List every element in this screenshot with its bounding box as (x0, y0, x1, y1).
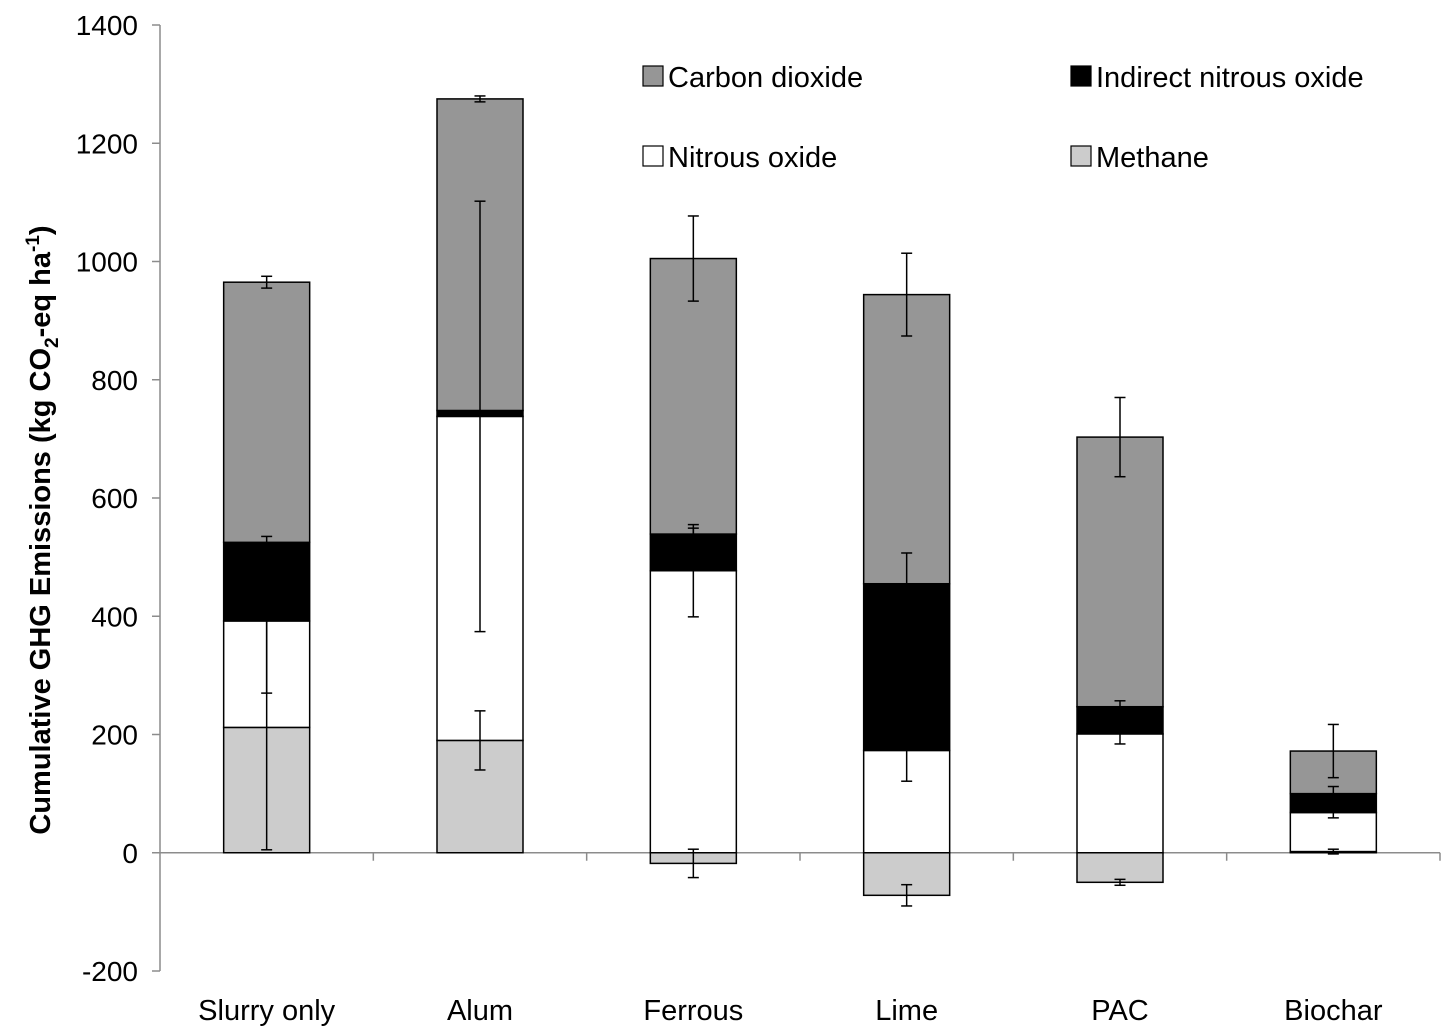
legend-swatch (642, 145, 664, 167)
legend-label: Carbon dioxide (668, 62, 863, 94)
legend-label: Nitrous oxide (668, 142, 837, 174)
legend-swatch (1070, 65, 1092, 87)
bar-segment-methane (1076, 852, 1164, 884)
bar-segment-carbon-dioxide (649, 257, 738, 535)
x-tick-label: Alum (447, 995, 513, 1027)
error-bars (261, 95, 1339, 907)
legend-swatch (1070, 145, 1092, 167)
tick-labels: -200 0 200 400 600 800 1000 1200 1400 Slurry only… (76, 10, 1383, 1027)
x-tick-label: Ferrous (643, 995, 743, 1027)
y-tick-label: 200 (91, 720, 138, 751)
legend-swatch (642, 65, 664, 87)
bars (222, 98, 1378, 897)
bar-segment-nitrous-oxide (1076, 733, 1164, 854)
x-tick-label: Slurry only (198, 995, 335, 1027)
bar-segment-nitrous-oxide (1289, 811, 1378, 853)
legend-label: Methane (1096, 142, 1209, 174)
y-tick-label: -200 (82, 956, 138, 987)
x-tick-label: Lime (875, 995, 938, 1027)
x-tick-label: Biochar (1284, 995, 1383, 1027)
y-axis-title: Cumulative GHG Emissions (kg CO2-eq ha-1… (23, 225, 63, 834)
y-tick-label: 800 (91, 365, 138, 396)
y-tick-label: 1000 (76, 247, 138, 278)
y-tick-label: 1400 (76, 10, 138, 41)
legend: Carbon dioxide Indirect nitrous oxide Nitr… (642, 62, 1364, 174)
bar-segment-carbon-dioxide (222, 281, 311, 544)
x-tick-label: PAC (1091, 995, 1148, 1027)
y-tick-label: 1200 (76, 128, 138, 159)
legend-label: Indirect nitrous oxide (1096, 62, 1364, 94)
bar-segment-carbon-dioxide (862, 293, 951, 585)
y-axis-label: Cumulative GHG Emissions (kg CO2-eq ha-1… (23, 225, 63, 834)
y-tick-label: 600 (91, 483, 138, 514)
bar-segment-carbon-dioxide (1076, 436, 1164, 708)
y-tick-label: 400 (91, 601, 138, 632)
axes (152, 24, 1441, 972)
y-tick-label: 0 (122, 838, 138, 869)
